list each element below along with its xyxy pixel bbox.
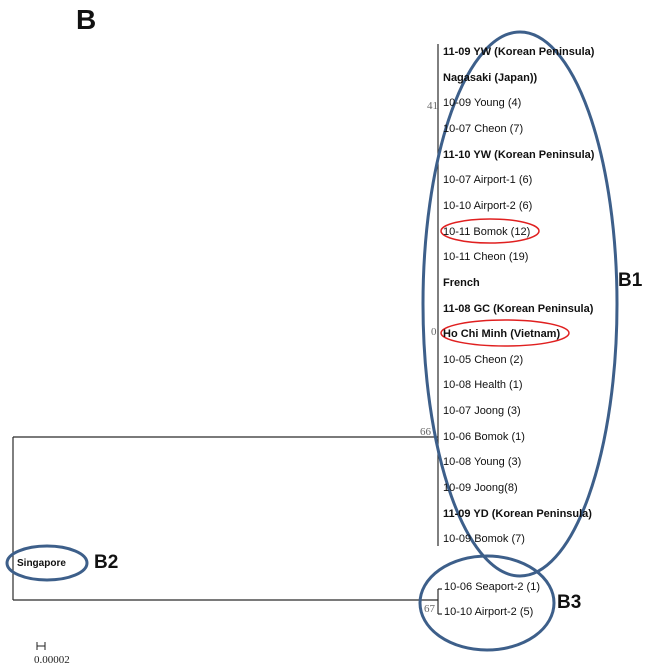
highlight-ellipse-ho-chi-minh: [440, 319, 570, 347]
leaf-label: 10-09 Bomok (7): [443, 533, 525, 546]
support-value-67: 67: [424, 603, 435, 615]
leaf-label: 10-09 Joong(8): [443, 482, 518, 495]
leaf-label: 10-07 Airport-1 (6): [443, 174, 533, 187]
panel-letter: B: [76, 4, 97, 35]
support-value-41: 41: [427, 100, 438, 112]
leaf-label: 11-09 YW (Korean Peninsula): [443, 46, 595, 58]
clade-b1-ellipse: [421, 30, 619, 578]
leaf-label: Ho Chi Minh (Vietnam): [443, 328, 561, 341]
leaf-label: 10-06 Bomok (1): [443, 430, 525, 443]
leaf-label: 10-07 Joong (3): [443, 405, 521, 418]
leaf-label-airport-2-b3: 10-10 Airport-2 (5): [444, 606, 534, 618]
leaf-label-seaport-2: 10-06 Seaport-2 (1): [444, 581, 540, 593]
clade-label-b2: B2: [94, 552, 119, 573]
leaf-label: 10-08 Young (3): [443, 456, 522, 469]
highlight-ellipse-bomok: [440, 218, 540, 244]
leaf-label: 10-08 Health (1): [443, 379, 523, 392]
clade-label-b3: B3: [557, 592, 582, 613]
clade-b2-ellipse: [5, 544, 89, 582]
leaf-label: 10-07 Cheon (7): [443, 122, 524, 135]
leaf-label: Nagasaki (Japan)): [443, 71, 538, 84]
leaf-label-singapore: Singapore: [17, 558, 66, 569]
scale-bar-label: 0.00002: [34, 654, 70, 666]
leaf-label: 11-10 YW (Korean Peninsula): [443, 148, 595, 161]
clade-label-b1: B1: [618, 270, 643, 291]
leaf-label: 11-08 GC (Korean Peninsula): [443, 302, 594, 315]
clade-b3-ellipse: [418, 554, 556, 652]
leaf-label: 11-09 YD (Korean Peninsula): [443, 507, 592, 520]
leaf-label: 10-11 Cheon (19): [443, 251, 529, 264]
support-value-0: 0: [431, 326, 437, 338]
leaf-label: 10-05 Cheon (2): [443, 353, 524, 366]
leaf-label: French: [443, 276, 480, 289]
leaf-label: 10-10 Airport-2 (6): [443, 199, 533, 212]
tree-branches: [12, 44, 442, 615]
scale-bar: [36, 642, 46, 650]
leaf-label: 10-11 Bomok (12): [443, 225, 531, 238]
support-value-66: 66: [420, 426, 431, 438]
leaf-label: 10-09 Young (4): [443, 97, 522, 110]
